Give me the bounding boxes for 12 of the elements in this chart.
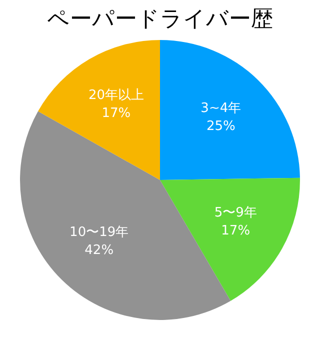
slice-label: 10〜19年 [70, 224, 129, 240]
chart-title: ペーパードライバー歴 [47, 7, 273, 32]
pie-slice [160, 40, 300, 180]
slice-label: 20年以上 [88, 88, 144, 104]
pie-slice [38, 40, 160, 180]
slice-label: 5〜9年 [214, 206, 257, 221]
data-label: 42% [84, 242, 114, 258]
slice-label: 3~4年 [200, 101, 242, 116]
data-label: 17% [221, 224, 250, 239]
data-label: 17% [102, 106, 131, 122]
data-label: 25% [206, 119, 236, 134]
pie-slice [160, 178, 300, 301]
